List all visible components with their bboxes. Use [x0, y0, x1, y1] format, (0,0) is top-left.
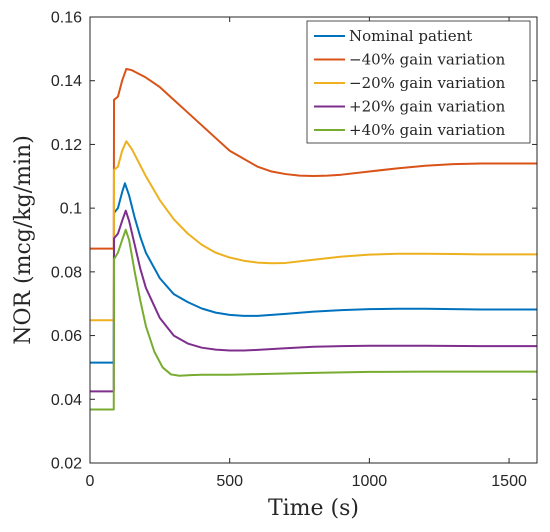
legend: Nominal patient −40% gain variation −20% g… — [306, 20, 531, 144]
y-tick-label: 0.08 — [51, 264, 82, 281]
y-tick-label: 0.1 — [60, 201, 82, 218]
tick-labels: 0 500 1000 1500 0.02 0.04 0.06 0.08 0.1 0.12 0.14 0… — [51, 10, 527, 491]
plot-frame — [89, 16, 538, 464]
legend-label-1: −40% gain variation — [349, 51, 506, 69]
series-lines — [90, 67, 537, 411]
y-tick-label: 0.16 — [51, 10, 82, 27]
series-line-2 — [90, 140, 537, 322]
y-tick-label: 0.14 — [51, 73, 82, 90]
x-tick-label: 500 — [216, 473, 243, 490]
series-line-4 — [90, 228, 537, 411]
x-axis-label: Time (s) — [268, 496, 359, 521]
legend-label-4: +40% gain variation — [349, 121, 506, 139]
series-line-3 — [90, 209, 537, 393]
series-line-1 — [90, 67, 537, 250]
y-tick-label: 0.12 — [51, 137, 82, 154]
x-tick-label: 1000 — [352, 473, 388, 490]
y-tick-label: 0.04 — [51, 392, 82, 409]
legend-label-2: −20% gain variation — [349, 74, 506, 92]
series-line-0 — [90, 182, 537, 364]
legend-label-3: +20% gain variation — [349, 98, 506, 116]
y-axis-label: NOR (mcg/kg/min) — [11, 135, 36, 345]
legend-label-0: Nominal patient — [349, 27, 472, 45]
y-tick-label: 0.06 — [51, 328, 82, 345]
x-tick-label: 0 — [86, 473, 95, 490]
y-tick-label: 0.02 — [51, 456, 82, 473]
x-tick-label: 1500 — [491, 473, 527, 490]
